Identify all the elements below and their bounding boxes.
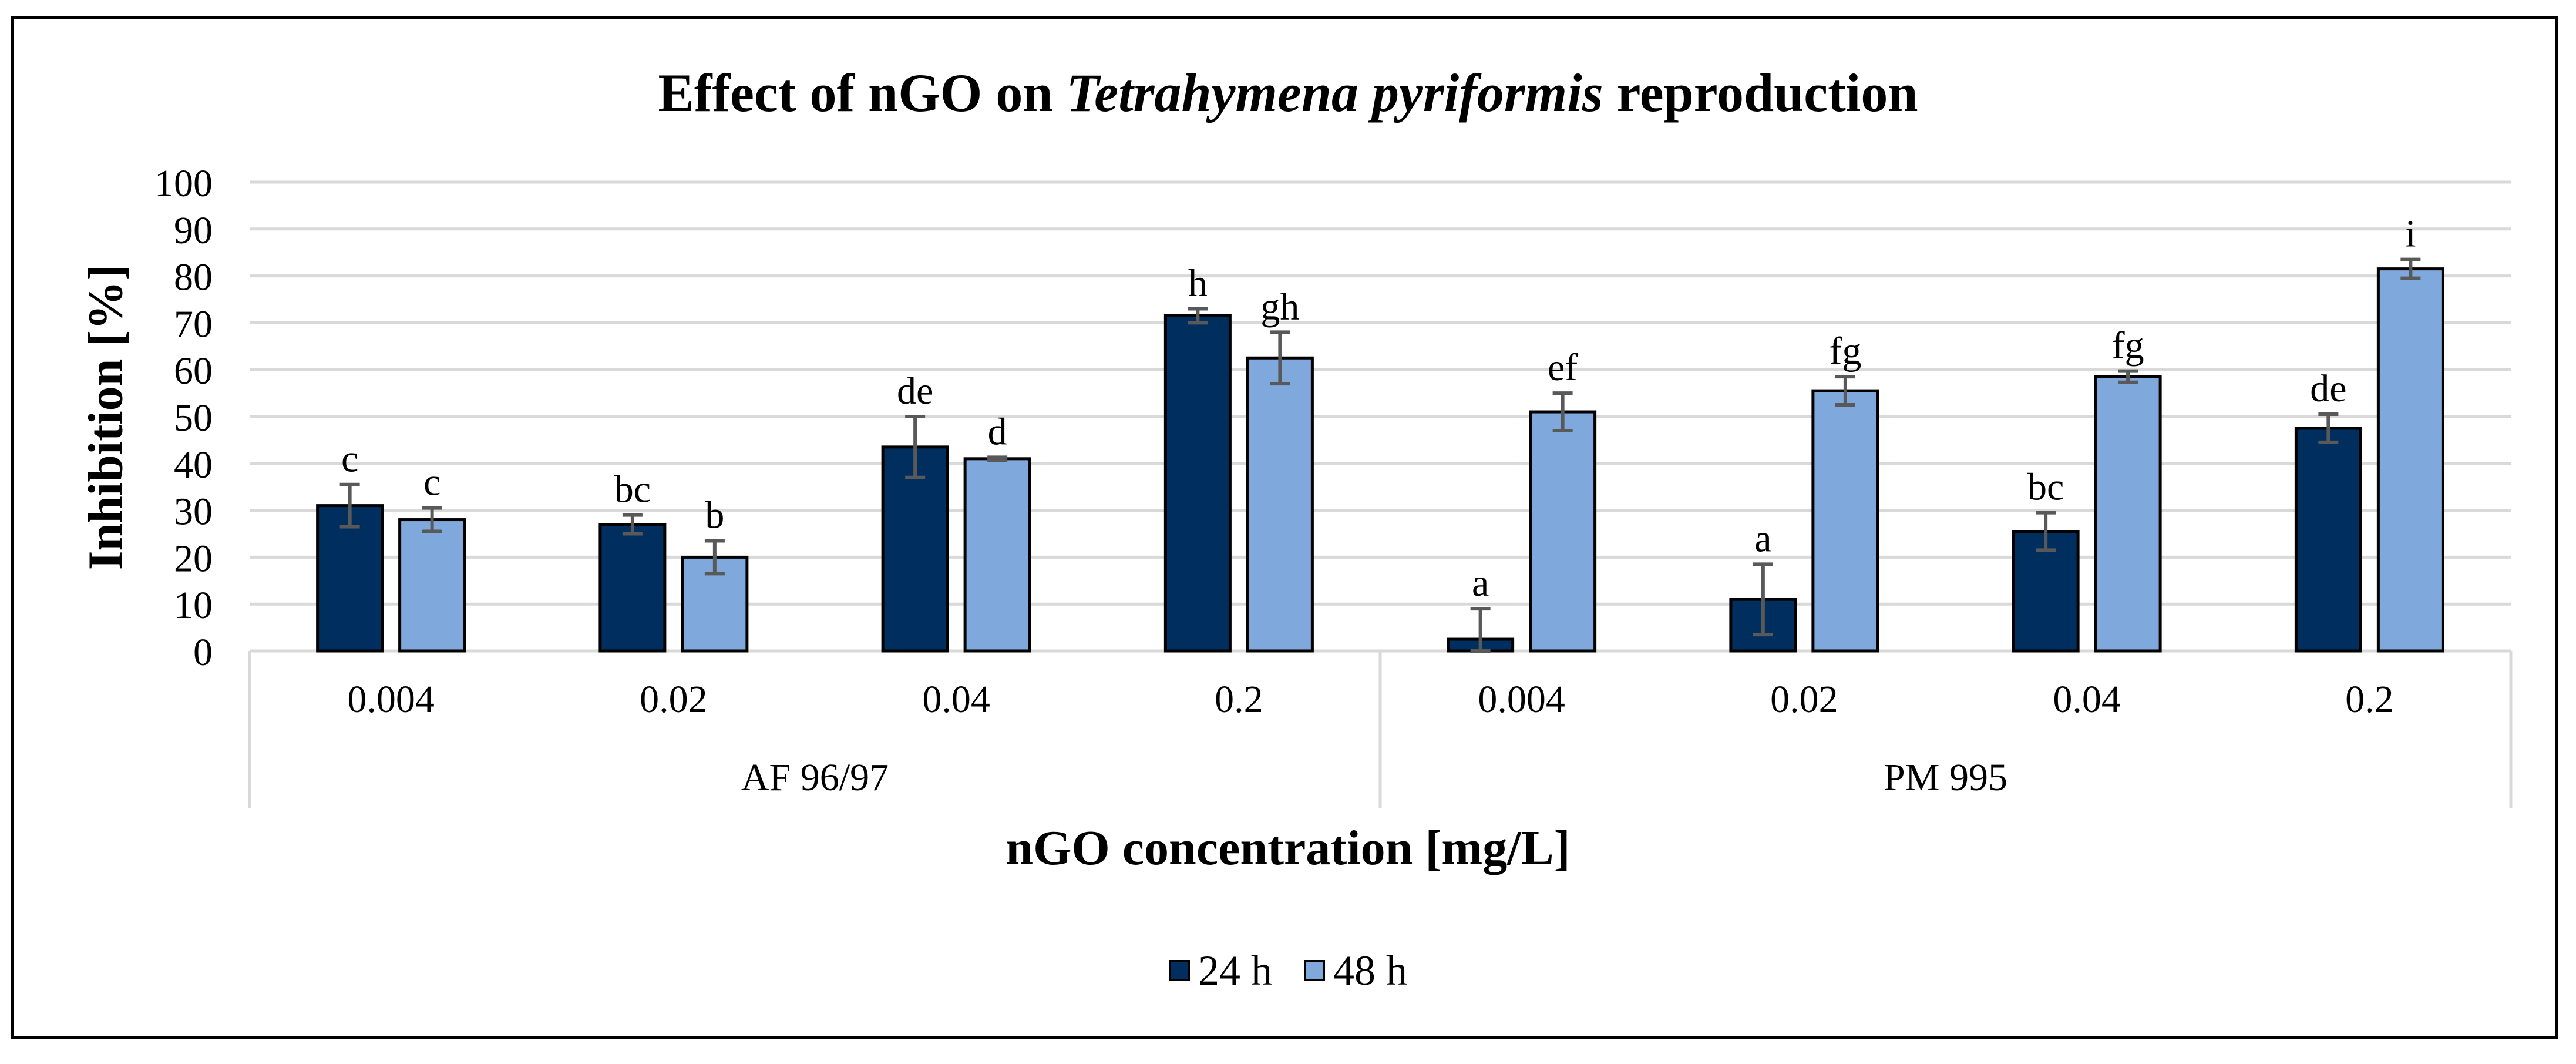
legend-label-24h: 24 h xyxy=(1198,946,1272,994)
y-tick-label: 90 xyxy=(174,209,213,252)
significance-label: gh xyxy=(1260,285,1299,328)
significance-label: bc xyxy=(2027,466,2064,509)
y-tick-label: 0 xyxy=(193,631,213,674)
bar-48h-AF9697-0.004 xyxy=(398,518,466,653)
y-tick-label: 30 xyxy=(174,491,213,533)
bar-24h-AF9697-0.02 xyxy=(598,523,667,653)
chart-title: Effect of nGO on Tetrahymena pyriformis … xyxy=(0,62,2576,124)
y-tick-label: 40 xyxy=(174,444,213,486)
y-axis-title: Inhibition [%] xyxy=(78,264,133,570)
legend-swatch-24h xyxy=(1169,960,1190,981)
x-axis-title: nGO concentration [mg/L] xyxy=(1005,821,1571,875)
legend-item-48h: 48 h xyxy=(1304,946,1407,995)
chart-title-prefix: Effect of nGO on xyxy=(658,63,1067,123)
y-tick-label: 60 xyxy=(174,350,213,392)
x-tick-label: 0.04 xyxy=(2053,678,2121,721)
significance-label: a xyxy=(1472,562,1489,605)
x-tick-label: 0.2 xyxy=(2345,678,2394,721)
significance-label: h xyxy=(1188,261,1208,304)
y-tick-label: 20 xyxy=(174,537,213,580)
significance-label: de xyxy=(2310,367,2346,410)
x-group-label: AF 96/97 xyxy=(741,756,889,799)
bar-48h-PM995-0.2 xyxy=(2376,267,2444,653)
significance-label: c xyxy=(423,461,440,504)
legend: 24 h 48 h xyxy=(0,943,2576,995)
bar-48h-PM995-0.02 xyxy=(1811,389,1879,653)
bar-48h-AF9697-0.2 xyxy=(1246,356,1314,653)
y-tick-label: 50 xyxy=(174,397,213,439)
bar-24h-PM995-0.2 xyxy=(2294,427,2362,653)
significance-label: a xyxy=(1754,517,1771,560)
y-tick-label: 100 xyxy=(154,162,213,205)
significance-label: i xyxy=(2405,213,2416,256)
bar-48h-PM995-0.04 xyxy=(2094,375,2162,653)
y-tick-label: 70 xyxy=(174,303,213,345)
y-tick-label: 80 xyxy=(174,256,213,299)
significance-label: d xyxy=(988,410,1007,453)
significance-label: de xyxy=(897,370,933,412)
legend-item-24h: 24 h xyxy=(1169,946,1272,995)
x-tick-label: 0.02 xyxy=(640,678,708,721)
x-tick-label: 0.004 xyxy=(1478,678,1565,721)
bar-24h-AF9697-0.004 xyxy=(316,504,384,653)
x-tick-label: 0.2 xyxy=(1215,678,1263,721)
significance-label: fg xyxy=(1829,330,1861,372)
legend-label-48h: 48 h xyxy=(1333,946,1407,994)
x-tick-label: 0.02 xyxy=(1770,678,1838,721)
legend-swatch-48h xyxy=(1304,960,1325,981)
x-tick-label: 0.004 xyxy=(347,678,435,721)
bar-48h-PM995-0.004 xyxy=(1529,410,1597,653)
significance-label: fg xyxy=(2112,324,2144,367)
chart-title-suffix: reproduction xyxy=(1603,63,1918,123)
x-group-label: PM 995 xyxy=(1884,756,2007,799)
bar-48h-AF9697-0.04 xyxy=(963,457,1031,653)
y-tick-label: 10 xyxy=(174,584,213,627)
significance-label: ef xyxy=(1548,346,1578,389)
significance-label: b xyxy=(705,494,724,536)
bar-24h-AF9697-0.04 xyxy=(881,445,949,653)
significance-label: bc xyxy=(614,468,651,511)
significance-label: c xyxy=(341,438,358,481)
x-tick-label: 0.04 xyxy=(922,678,990,721)
bar-24h-PM995-0.04 xyxy=(2012,530,2080,653)
bar-24h-AF9697-0.2 xyxy=(1163,314,1232,653)
chart-title-species: Tetrahymena pyriformis xyxy=(1066,63,1603,123)
